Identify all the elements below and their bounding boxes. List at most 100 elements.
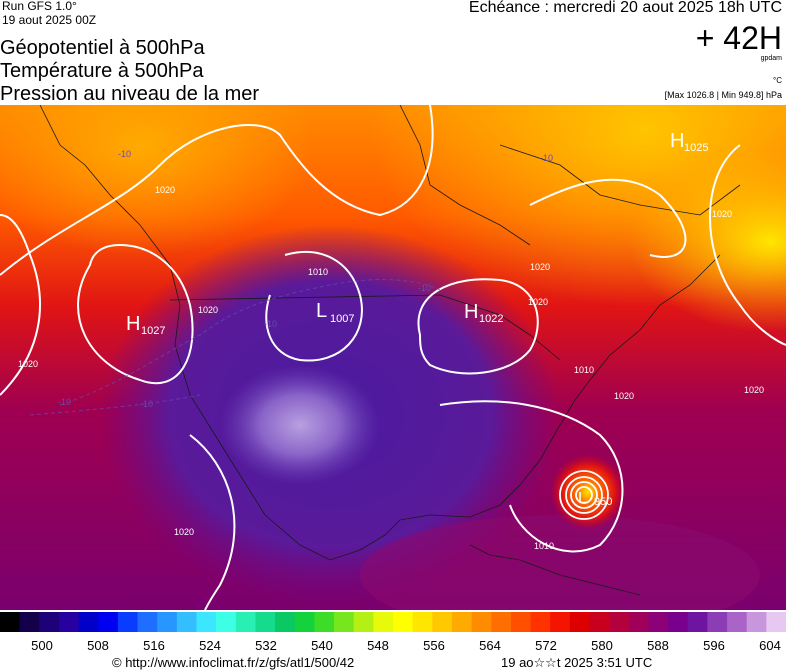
isobar-label: 1010 [308,267,328,277]
color-scale-swatch [491,612,512,632]
isobars [0,105,786,610]
run-label: Run GFS 1.0° [2,0,77,13]
isobar-label: 1020 [614,391,634,401]
color-scale-swatch [766,612,786,632]
color-scale-tick-label: 540 [311,638,333,653]
color-scale-swatch [648,612,669,632]
color-scale-tick-label: 508 [87,638,109,653]
run-date: 19 aout 2025 00Z [2,13,97,27]
color-scale-swatch [275,612,296,632]
isobar-1020-great-lakes-high [417,278,539,375]
unit-gpdam: gpdam [760,55,782,62]
title-pressure: Pression au niveau de la mer [0,83,260,105]
color-scale-swatch [707,612,728,632]
isobar-label: 1020 [198,305,218,315]
title-geopotential: Géopotentiel à 500hPa [0,37,205,59]
temperature-label: -10 [540,153,553,163]
isobar-label: 1010 [574,365,594,375]
color-scale-swatch [550,612,571,632]
color-scale-tick-label: 524 [199,638,221,653]
color-scale-swatch [510,612,532,632]
pressure-center-value: 1025 [684,142,708,154]
isobar-label: 1020 [155,185,175,195]
temperature-label: -10 [118,149,131,159]
unit-celsius: °C [773,76,782,85]
color-scale-tick-label: 596 [703,638,725,653]
color-scale-swatch [628,612,649,632]
isobar-1020-east [709,144,786,346]
color-scale-swatch [746,612,767,632]
temperature-contours [29,279,441,416]
footer-generated-time: 19 ao☆☆t 2025 3:51 UTC [501,655,653,670]
temperature-label: -10 [418,283,431,293]
isobar-1020-west-edge [0,214,41,396]
color-scale-swatch [196,612,217,632]
color-scale-swatch [373,612,394,632]
color-scale-swatch [530,612,551,632]
color-scale-swatch [78,612,99,632]
pressure-center-value: 1027 [141,325,165,337]
isobar-1010-low [265,250,363,362]
pressure-center-letter: L [316,300,327,322]
isobar-label: 1020 [18,359,38,369]
color-scale-swatch [117,612,139,632]
isobar-1020-north-atlantic [529,178,687,258]
footer-source-url[interactable]: © http://www.infoclimat.fr/z/gfs/atl1/50… [112,655,355,670]
pressure-center-l-plains: L 1007 [316,300,354,325]
pressure-center-letter: H [126,313,140,335]
color-scale-swatch [609,612,630,632]
color-scale-swatch [235,612,256,632]
color-scale-swatch [0,612,21,632]
title-temperature: Température à 500hPa [0,60,204,82]
color-scale-swatch [687,612,708,632]
isobar-label: 1010 [534,541,554,551]
color-scale-swatch [471,612,492,632]
pressure-center-h-pacific: H 1027 [126,313,165,337]
pressure-center-l-hurricane: L 950 [578,490,612,508]
color-scale-swatch [569,612,590,632]
pressure-center-letter: H [464,301,478,323]
weather-map[interactable]: 1020 1020 1020 1010 1020 1020 1020 1020 … [0,105,786,610]
pressure-center-value: 1022 [479,313,503,325]
isobar-label: 1020 [528,297,548,307]
color-scale-swatch [137,612,158,632]
isobar-label: 1020 [712,209,732,219]
pressure-center-value: 950 [594,496,612,508]
color-scale-swatch [393,612,414,632]
isobar-label: 1020 [744,385,764,395]
color-scale-swatch [39,612,60,632]
southern-band [360,515,760,610]
color-scale-tick-label: 572 [535,638,557,653]
color-scale-swatch [216,612,237,632]
color-scale-tick-label: 500 [31,638,53,653]
isobar-labels: 1020 1020 1020 1010 1020 1020 1020 1020 … [18,185,764,551]
color-scale-tick-label: 580 [591,638,613,653]
isobar-1020-north [0,105,434,276]
color-scale-tick-label: 548 [367,638,389,653]
color-scale-swatch [668,612,689,632]
pressure-center-letter: H [670,130,684,152]
color-scale-swatch [157,612,178,632]
isobar-1020-pacific-high [77,243,194,385]
color-scale-swatches [0,612,786,632]
pressure-center-h-greatlakes: H 1022 [464,301,503,325]
coastlines [39,105,741,596]
forecast-valid-time: Echéance : mercredi 20 aout 2025 18h UTC [468,0,782,16]
color-scale-swatch [353,612,374,632]
temperature-label: -10 [58,397,71,407]
temperature-labels: -10 -10 -10 -10 -10 -10 [58,149,553,409]
color-scale-ticks: 500 508 516 524 532 540 548 556 564 572 580 588 596 6… [31,638,781,653]
color-scale: 500 508 516 524 532 540 548 556 564 572 580 588 596 6… [0,612,786,653]
color-scale-swatch [314,612,335,632]
color-scale-swatch [294,612,315,632]
temperature-label: -10 [264,319,277,329]
hurricane-warm-core [550,454,626,530]
color-scale-swatch [412,612,433,632]
color-scale-swatch [589,612,610,632]
color-scale-swatch [255,612,276,632]
color-scale-tick-label: 564 [479,638,501,653]
color-scale-swatch [432,612,453,632]
hurricane-isobars [559,470,609,520]
color-scale-tick-label: 556 [423,638,445,653]
color-scale-tick-label: 604 [759,638,781,653]
